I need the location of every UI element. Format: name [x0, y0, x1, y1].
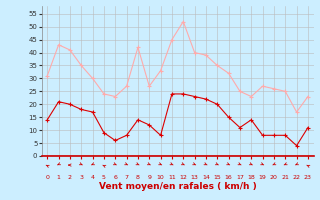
X-axis label: Vent moyen/en rafales ( km/h ): Vent moyen/en rafales ( km/h ): [99, 182, 256, 191]
